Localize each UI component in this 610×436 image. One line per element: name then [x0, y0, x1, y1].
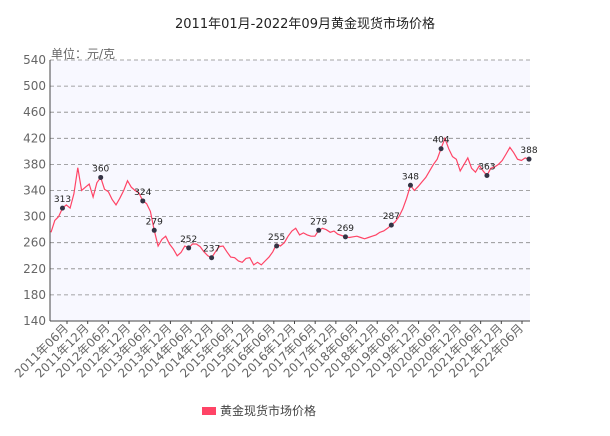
data-label: 324	[134, 188, 151, 198]
y-tick-labels: 140 180 220 260 300 340 380 420 460 500 540	[23, 53, 46, 328]
data-label: 255	[268, 233, 285, 243]
y-tick-label: 300	[23, 210, 46, 224]
y-tick-label: 260	[23, 236, 46, 250]
y-tick-label: 380	[23, 157, 46, 171]
data-label: 404	[432, 136, 449, 146]
data-point-marker	[151, 227, 157, 233]
chart-title: 2011年01月-2022年09月黄金现货市场价格	[175, 17, 435, 32]
y-tick-label: 500	[23, 79, 46, 93]
data-point-marker	[274, 243, 280, 249]
series-line-gold-price	[50, 136, 530, 266]
legend-label: 黄金现货市场价格	[220, 404, 317, 418]
data-label: 363	[478, 162, 495, 172]
data-point-marker	[209, 255, 215, 261]
x-tick-labels: 2011年06月2011年12月2012年06月2012年12月2013年06月…	[12, 321, 526, 380]
y-tick-label: 340	[23, 184, 46, 198]
data-label: 287	[383, 212, 400, 222]
data-label: 252	[180, 235, 197, 245]
data-label: 360	[92, 164, 109, 174]
data-label: 348	[402, 172, 419, 182]
data-point-marker	[388, 222, 394, 228]
data-point-marker	[59, 205, 65, 211]
y-tick-label: 180	[23, 288, 46, 302]
data-point-marker	[316, 227, 322, 233]
data-label: 279	[310, 217, 327, 227]
data-point-marker	[98, 174, 104, 180]
data-point-marker	[526, 156, 532, 162]
data-label: 388	[520, 146, 537, 156]
y-tick-label: 140	[23, 314, 46, 328]
data-point-marker	[438, 146, 444, 152]
data-point-marker	[342, 234, 348, 240]
legend-swatch	[202, 406, 216, 415]
y-tick-label: 420	[23, 131, 46, 145]
legend: 黄金现货市场价格	[202, 402, 316, 419]
y-tick-label: 220	[23, 262, 46, 276]
data-markers: 313 360 324 279 252 237 255 279 269 287 348 404 363 3…	[54, 136, 538, 261]
data-point-marker	[407, 182, 413, 188]
data-point-marker	[186, 245, 192, 251]
y-tick-label: 460	[23, 105, 46, 119]
grid-lines	[50, 59, 530, 296]
data-label: 279	[146, 217, 163, 227]
data-label: 269	[337, 224, 354, 234]
data-point-marker	[484, 172, 490, 178]
data-label: 313	[54, 195, 71, 205]
y-tick-label: 540	[23, 53, 46, 67]
data-label: 237	[203, 245, 220, 255]
unit-label: 单位：元/克	[51, 46, 115, 61]
data-point-marker	[140, 198, 146, 204]
